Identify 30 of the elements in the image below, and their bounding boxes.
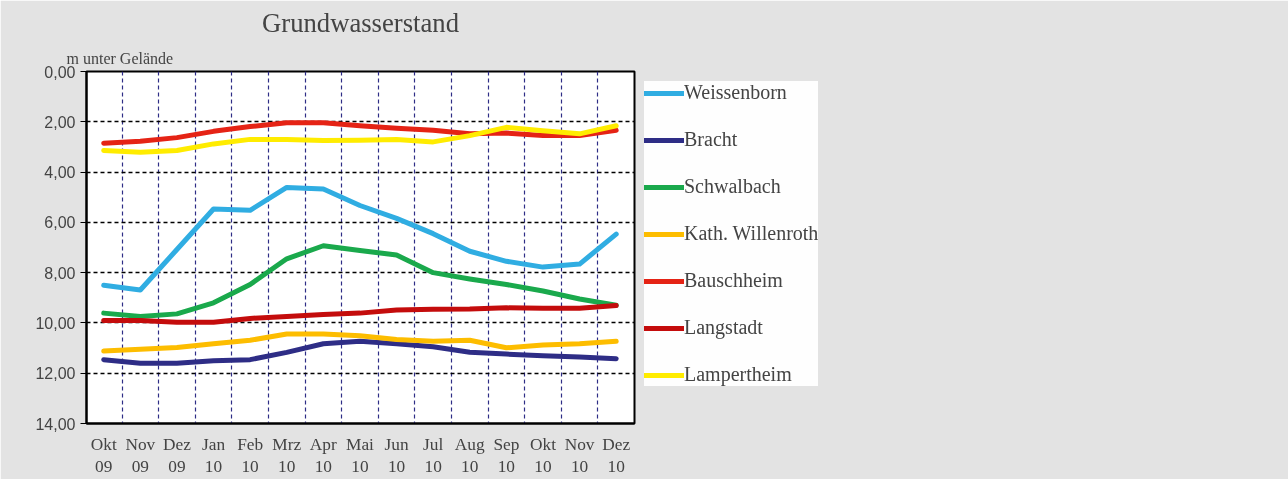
x-tick-label: Aug 10 (454, 434, 486, 477)
x-tick-label: Jan 10 (201, 434, 226, 477)
x-tick-label: Sep 10 (493, 434, 520, 477)
legend-label: Bauschheim (684, 269, 783, 292)
x-tick-label: Nov 09 (125, 434, 156, 477)
legend-label: Langstadt (684, 316, 763, 339)
x-tick-label: Jul 10 (423, 434, 444, 477)
x-tick-label: Okt 10 (529, 434, 557, 477)
x-tick-label: Apr 10 (309, 434, 338, 477)
x-tick-label: Dez 10 (602, 434, 631, 477)
chart-title: Grundwasserstand (262, 7, 459, 38)
x-tick-label: Feb 10 (237, 434, 264, 477)
x-tick-label: Mrz 10 (272, 434, 302, 477)
y-tick-label: 4,00 (44, 164, 76, 182)
legend-label: Lampertheim (684, 363, 792, 386)
legend-label: Weissenborn (684, 81, 787, 104)
legend-label: Schwalbach (684, 175, 781, 198)
y-tick-label: 6,00 (44, 214, 76, 232)
x-tick-label: Okt 09 (90, 434, 117, 477)
y-tick-label: 12,00 (35, 365, 76, 383)
legend-label: Kath. Willenroth (684, 222, 819, 245)
y-tick-label: 10,00 (35, 314, 76, 332)
x-tick-label: Mai 10 (345, 434, 375, 477)
x-tick-label: Nov 10 (564, 434, 595, 477)
y-tick-label: 14,00 (35, 415, 76, 433)
y-tick-label: 2,00 (44, 113, 76, 131)
legend-label: Bracht (684, 128, 738, 151)
x-tick-label: Dez 09 (162, 434, 192, 477)
x-tick-label: Jun 10 (384, 434, 409, 477)
y-tick-label: 8,00 (44, 264, 76, 282)
